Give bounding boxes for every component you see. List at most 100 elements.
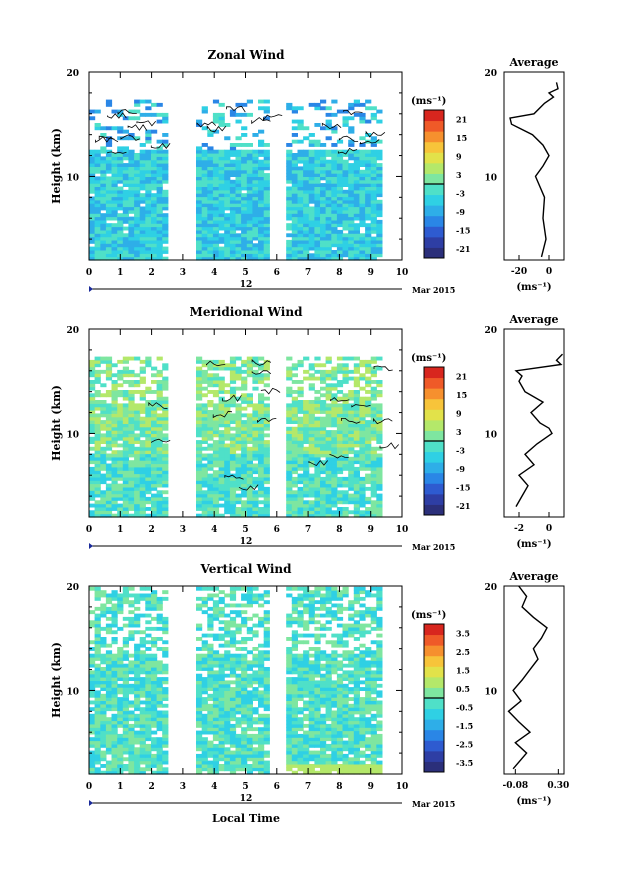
heatmap-cell <box>371 113 377 117</box>
heatmap-cell <box>314 724 320 728</box>
heatmap-cell <box>95 460 101 464</box>
heatmap-cell <box>89 714 95 718</box>
heatmap-cell <box>371 217 377 221</box>
heatmap-cell <box>326 113 332 117</box>
heatmap-cell <box>117 647 123 651</box>
heatmap-cell <box>247 243 253 247</box>
heatmap-cell <box>106 694 112 698</box>
heatmap-cell <box>202 163 208 167</box>
heatmap-cell <box>331 430 337 434</box>
heatmap-cell <box>348 510 354 514</box>
colorbar-tick-label: 21 <box>456 371 467 381</box>
heatmap-cell <box>100 660 106 664</box>
heatmap-cell <box>365 500 371 504</box>
heatmap-cell <box>128 717 134 721</box>
heatmap-cell <box>371 650 377 654</box>
heatmap-cell <box>348 187 354 191</box>
heatmap-cell <box>140 367 146 371</box>
heatmap-cell <box>343 170 349 174</box>
heatmap-cell <box>230 387 236 391</box>
heatmap-cell <box>247 490 253 494</box>
heatmap-cell <box>286 724 292 728</box>
heatmap-cell <box>264 764 270 768</box>
y-axis-label: Height (km) <box>50 385 63 461</box>
heatmap-cell <box>309 450 315 454</box>
heatmap-cell <box>236 203 242 207</box>
heatmap-cell <box>343 180 349 184</box>
heatmap-cell <box>224 156 230 160</box>
heatmap-cell <box>292 724 298 728</box>
heatmap-cell <box>219 227 225 231</box>
heatmap-cell <box>348 500 354 504</box>
heatmap-cell <box>314 357 320 361</box>
heatmap-cell <box>326 150 332 154</box>
heatmap-cell <box>140 227 146 231</box>
heatmap-cell <box>365 654 371 658</box>
heatmap-cell <box>151 400 157 404</box>
heatmap-cell <box>320 370 326 374</box>
heatmap-cell <box>371 150 377 154</box>
heatmap-cell <box>213 500 219 504</box>
heatmap-cell <box>151 444 157 448</box>
heatmap-cell <box>303 500 309 504</box>
heatmap-cell <box>106 670 112 674</box>
heatmap-cell <box>157 444 163 448</box>
heatmap-cell <box>331 243 337 247</box>
heatmap-cell <box>314 654 320 658</box>
heatmap-cell <box>219 764 225 768</box>
heatmap-cell <box>128 654 134 658</box>
heatmap-cell <box>106 390 112 394</box>
heatmap-cell <box>89 427 95 431</box>
heatmap-cell <box>230 444 236 448</box>
heatmap-cell <box>196 731 202 735</box>
heatmap-cell <box>354 363 360 367</box>
heatmap-cell <box>309 444 315 448</box>
heatmap-cell <box>162 677 168 681</box>
heatmap-cell <box>151 507 157 511</box>
heatmap-cell <box>348 126 354 130</box>
heatmap-cell <box>151 113 157 117</box>
heatmap-cell <box>359 731 365 735</box>
heatmap-cell <box>157 450 163 454</box>
heatmap-cell <box>157 474 163 478</box>
heatmap-cell <box>292 397 298 401</box>
heatmap-cell <box>140 694 146 698</box>
heatmap-cell <box>157 724 163 728</box>
heatmap-cell <box>207 724 213 728</box>
heatmap-cell <box>100 413 106 417</box>
heatmap-cell <box>264 444 270 448</box>
heatmap-cell <box>337 467 343 471</box>
heatmap-cell <box>286 240 292 244</box>
heatmap-cell <box>128 741 134 745</box>
heatmap-cell <box>219 694 225 698</box>
heatmap-cell <box>247 507 253 511</box>
heatmap-cell <box>145 156 151 160</box>
heatmap-cell <box>371 467 377 471</box>
heatmap-cell <box>157 203 163 207</box>
heatmap-cell <box>359 217 365 221</box>
heatmap-cell <box>100 741 106 745</box>
heatmap-cell <box>134 757 140 761</box>
heatmap-cell <box>241 413 247 417</box>
heatmap-cell <box>89 707 95 711</box>
heatmap-cell <box>202 464 208 468</box>
heatmap-cell <box>354 757 360 761</box>
heatmap-cell <box>337 230 343 234</box>
contour-line <box>137 121 156 126</box>
heatmap-cell <box>123 664 129 668</box>
heatmap-cell <box>213 474 219 478</box>
heatmap-cell <box>314 474 320 478</box>
heatmap-cell <box>241 363 247 367</box>
heatmap-cell <box>303 233 309 237</box>
x-tick-label: 8 <box>336 268 342 278</box>
heatmap-cell <box>230 163 236 167</box>
heatmap-cell <box>100 250 106 254</box>
heatmap-image <box>89 100 383 261</box>
heatmap-cell <box>337 444 343 448</box>
heatmap-cell <box>359 490 365 494</box>
heatmap-cell <box>224 203 230 207</box>
heatmap-cell <box>157 140 163 144</box>
heatmap-cell <box>241 387 247 391</box>
heatmap-cell <box>236 420 242 424</box>
heatmap-cell <box>337 156 343 160</box>
